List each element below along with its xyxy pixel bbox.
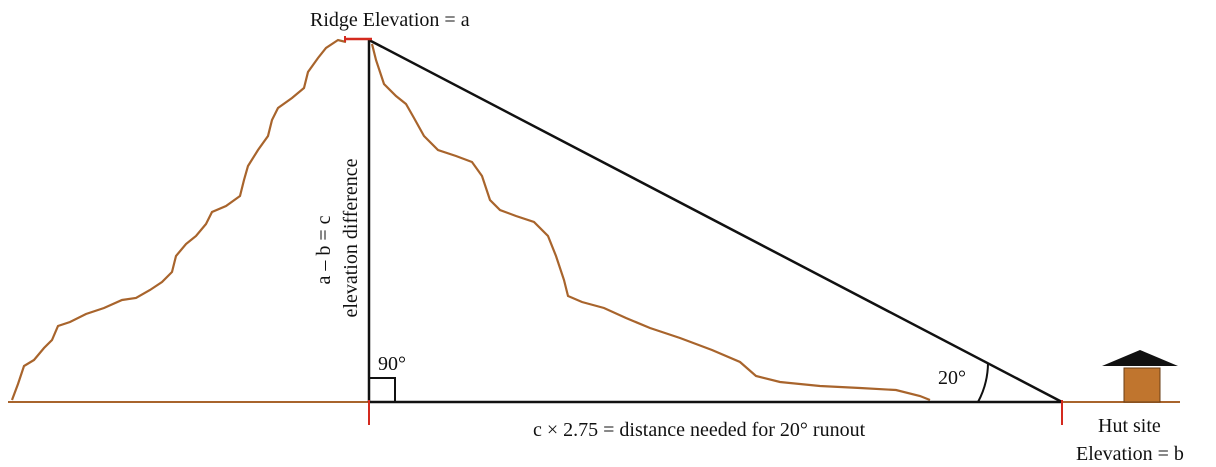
ridge-label: Ridge Elevation = a [310, 9, 470, 31]
distance-label: c × 2.75 = distance needed for 20° runou… [533, 419, 866, 441]
hypotenuse [368, 38, 1063, 404]
mountain-right-slope [370, 43, 931, 402]
vertical-label-1: a – b = c [313, 215, 335, 284]
angle-arc [977, 362, 989, 403]
vertical-label-2: elevation difference [340, 158, 362, 317]
hut-label-2: Elevation = b [1076, 443, 1184, 465]
hut-roof [1102, 350, 1178, 366]
right-angle-label: 90° [378, 353, 406, 375]
right-angle-box [368, 377, 396, 403]
mountain-left-slope [10, 38, 347, 401]
hut-label-1: Hut site [1098, 415, 1161, 437]
runout-angle-label: 20° [938, 367, 966, 389]
hut-body [1123, 367, 1161, 403]
